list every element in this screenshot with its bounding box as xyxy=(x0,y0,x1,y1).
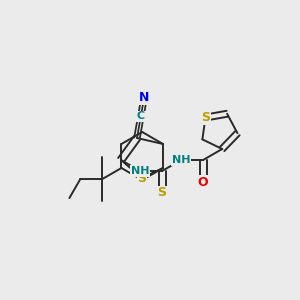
Text: S: S xyxy=(137,172,146,184)
Text: N: N xyxy=(139,92,149,104)
Text: NH: NH xyxy=(131,166,149,176)
Text: O: O xyxy=(198,176,208,188)
Text: S: S xyxy=(158,187,166,200)
Text: S: S xyxy=(201,111,210,124)
Text: NH: NH xyxy=(172,155,190,165)
Text: C: C xyxy=(137,111,145,121)
